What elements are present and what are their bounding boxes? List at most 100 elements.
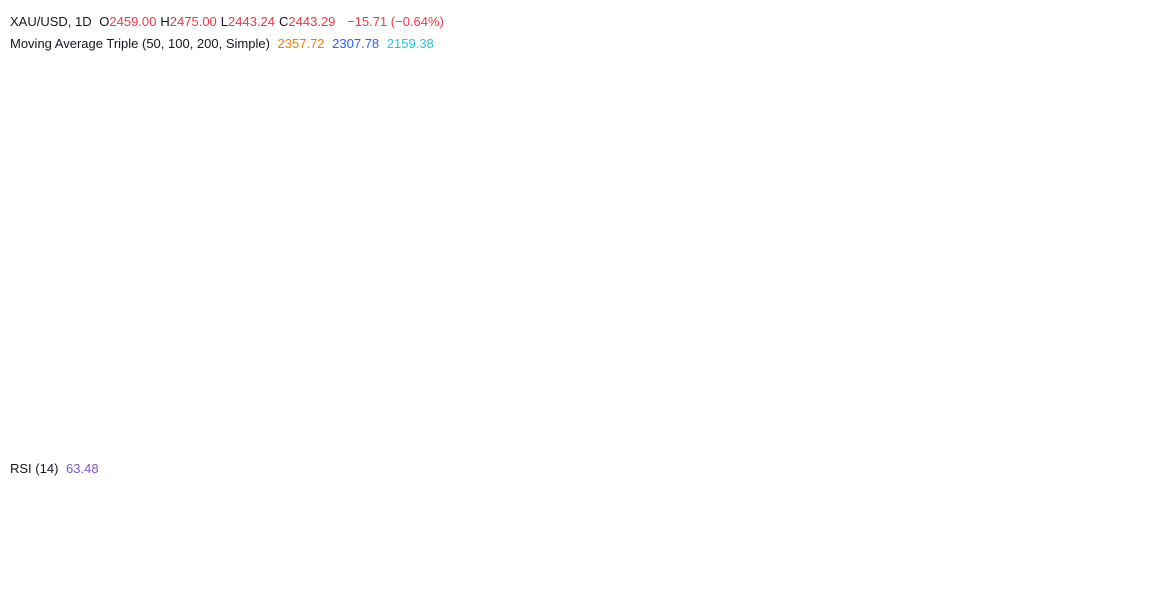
y-tick-label: 1950.00	[1093, 398, 1137, 412]
x-tick-label: Jun	[814, 555, 833, 569]
candle-body	[1020, 71, 1025, 82]
price-tag-label: 2079.76	[1093, 313, 1137, 327]
candle-body	[288, 348, 293, 351]
candle-body	[345, 356, 350, 361]
candle-body	[824, 148, 830, 159]
candle-body	[963, 116, 969, 139]
candle-body	[799, 142, 804, 154]
candle-body	[420, 350, 426, 353]
candle-body	[17, 343, 22, 365]
candle-body	[439, 297, 445, 319]
candle-body	[206, 341, 211, 355]
candle-body	[906, 136, 912, 163]
candle-body	[894, 156, 899, 164]
candle-body	[29, 345, 35, 349]
candle-body	[692, 162, 697, 185]
candle-body	[200, 352, 205, 355]
x-tick-label: Feb	[295, 555, 316, 569]
candle-body	[370, 364, 375, 370]
candle-body	[553, 219, 558, 246]
candle-body	[534, 255, 539, 260]
candle-body	[244, 353, 249, 359]
candle-body	[162, 331, 167, 335]
candle-body	[591, 150, 596, 157]
rsi-header: RSI (14) 63.48	[10, 461, 103, 476]
candle-body	[881, 154, 886, 174]
symbol: XAU/USD, 1D	[10, 14, 92, 29]
candle-body	[913, 153, 918, 163]
y-tick-label: 2200.00	[1093, 234, 1137, 248]
candle-body	[61, 354, 66, 357]
neckline-label: Neckline	[757, 218, 818, 235]
candle-body	[1007, 64, 1013, 96]
candle-body	[402, 352, 407, 357]
candle-body	[755, 120, 760, 126]
price-tag	[1086, 483, 1152, 502]
candle-body	[515, 253, 520, 270]
candle-body	[174, 343, 180, 346]
candle-body	[862, 165, 868, 170]
candle-body	[282, 350, 287, 353]
price-tag-label: 2431.61	[1093, 83, 1137, 97]
candle-body	[685, 152, 691, 185]
ohlc-key: O	[99, 14, 110, 29]
candle-body	[73, 369, 79, 386]
ohlc-key: H	[160, 14, 170, 29]
candle-body	[338, 350, 344, 357]
candle-body	[704, 173, 710, 176]
candle-body	[559, 207, 565, 220]
price-tag	[1086, 259, 1152, 278]
price-tag-label: 2443.29	[1093, 75, 1137, 89]
candle-body	[641, 119, 647, 124]
candle-body	[679, 150, 685, 153]
candle-body	[452, 275, 457, 290]
neckline	[640, 127, 1001, 209]
ohlc-value: 2459.00	[109, 14, 157, 29]
y-tick-label: 75.00	[1093, 468, 1123, 482]
candle-body	[521, 253, 527, 265]
candle-body	[54, 356, 60, 361]
candle-body	[231, 357, 237, 369]
ohlc-value: 2443.24	[228, 14, 276, 29]
candle-body	[168, 334, 173, 346]
candle-body	[326, 350, 331, 352]
candle-body	[988, 100, 994, 129]
candle-body	[622, 121, 628, 147]
price-tag-label: 2307.78	[1093, 164, 1137, 178]
candle-body	[900, 136, 905, 157]
candle-body	[850, 126, 855, 181]
candle-body	[982, 128, 987, 134]
candle-body	[36, 325, 41, 349]
candle-body	[225, 353, 230, 369]
candle-body	[717, 160, 722, 167]
candle-body	[837, 139, 842, 159]
candle-body	[509, 267, 514, 270]
candle-body	[698, 162, 703, 174]
candle-body	[357, 377, 363, 379]
candle-body	[275, 352, 281, 361]
candle-body	[181, 343, 186, 355]
candle-body	[995, 100, 1000, 103]
candle-body	[124, 341, 129, 353]
candle-body	[976, 133, 981, 138]
candle-body	[250, 353, 255, 359]
candle-body	[263, 358, 268, 363]
ohlc-key: L	[220, 14, 229, 29]
y-tick-label: 1900.00	[1093, 430, 1137, 444]
candle-body	[887, 154, 893, 164]
candle-body	[269, 358, 274, 361]
candle-body	[313, 347, 319, 357]
candle-body	[868, 160, 874, 166]
y-tick-label: 2250.00	[1093, 201, 1137, 215]
candle-body	[446, 289, 451, 298]
candle-body	[433, 318, 438, 345]
candle-body	[10, 359, 16, 365]
candle-body	[219, 337, 224, 354]
candle-body	[673, 150, 678, 155]
candle-body	[932, 158, 937, 178]
y-tick-label: 50.00	[1093, 504, 1123, 518]
price-tag-label: 2159.38	[1093, 261, 1137, 275]
candle-body	[351, 360, 356, 378]
candle-body	[130, 337, 136, 342]
